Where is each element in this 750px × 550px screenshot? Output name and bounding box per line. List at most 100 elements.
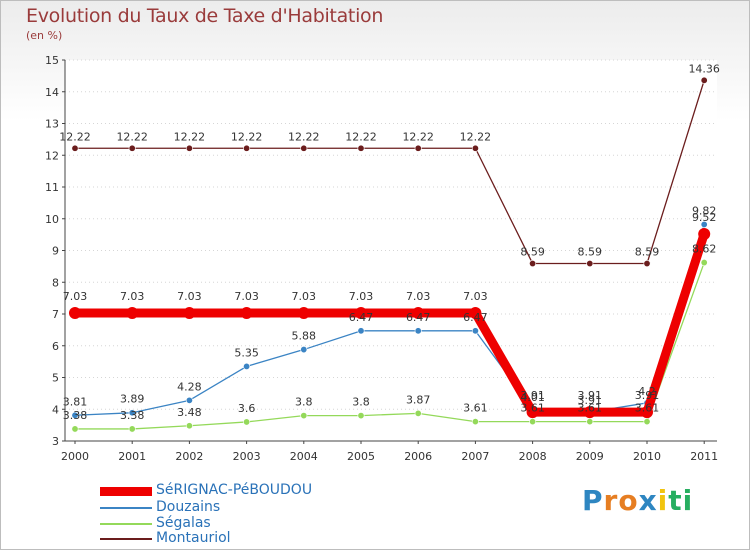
data-label: 12.22 xyxy=(460,130,492,143)
data-label: 6.47 xyxy=(463,311,488,324)
logo-letter: x xyxy=(638,484,658,517)
data-label: 8.59 xyxy=(520,246,545,259)
chart-subtitle: (en %) xyxy=(26,29,63,42)
data-point xyxy=(526,406,539,419)
data-label: 7.03 xyxy=(120,290,145,303)
logo-letter: r xyxy=(603,484,619,517)
x-tick-label: 2003 xyxy=(233,450,261,463)
data-point xyxy=(185,396,193,404)
data-label: 12.22 xyxy=(345,130,377,143)
x-tick-label: 2004 xyxy=(290,450,318,463)
data-label: 3.61 xyxy=(520,402,545,415)
data-point xyxy=(412,307,425,320)
data-point xyxy=(471,144,479,152)
data-point xyxy=(300,412,308,420)
data-point xyxy=(700,220,708,228)
x-tick-label: 2009 xyxy=(576,450,604,463)
data-point xyxy=(357,144,365,152)
data-label: 12.22 xyxy=(59,130,91,143)
plot-area xyxy=(65,60,717,441)
data-point xyxy=(471,418,479,426)
data-label: 12.22 xyxy=(231,130,263,143)
logo-letter: t xyxy=(668,484,683,517)
data-point xyxy=(643,260,651,268)
data-point xyxy=(357,412,365,420)
data-label: 4.2 xyxy=(638,385,656,398)
y-tick-label: 11 xyxy=(45,181,59,194)
data-point xyxy=(700,76,708,84)
logo-letter: i xyxy=(682,484,694,517)
data-point xyxy=(183,307,196,320)
data-point xyxy=(128,409,136,417)
data-label: 14.36 xyxy=(688,62,720,75)
data-label: 9.52 xyxy=(692,211,717,224)
data-label: 12.22 xyxy=(174,130,206,143)
data-label: 3.91 xyxy=(578,394,603,407)
data-label: 3.38 xyxy=(63,409,88,422)
legend-swatch-segalas xyxy=(100,523,152,525)
chart-title: Evolution du Taux de Taxe d'Habitation xyxy=(26,5,384,27)
series-line xyxy=(74,261,705,430)
data-point xyxy=(128,425,136,433)
data-point xyxy=(128,144,136,152)
data-point xyxy=(700,259,708,267)
data-point xyxy=(71,411,79,419)
data-point xyxy=(471,327,479,335)
data-label: 3.61 xyxy=(635,402,660,415)
x-tick-label: 2010 xyxy=(633,450,661,463)
data-label: 8.62 xyxy=(692,243,717,256)
series-line xyxy=(70,229,709,417)
data-label: 3.8 xyxy=(295,396,313,409)
x-tick-label: 2000 xyxy=(61,450,89,463)
y-tick-label: 4 xyxy=(52,403,59,416)
data-label: 4.01 xyxy=(520,391,545,404)
data-label: 3.61 xyxy=(463,402,488,415)
data-point xyxy=(641,406,653,419)
data-label: 3.48 xyxy=(177,406,202,419)
y-tick-label: 15 xyxy=(45,54,59,67)
data-point xyxy=(414,144,422,152)
proxiti-logo: Proxiti xyxy=(582,484,693,517)
x-tick-label: 2005 xyxy=(347,450,375,463)
data-point xyxy=(529,418,537,426)
x-tick-label: 2008 xyxy=(519,450,547,463)
y-tick-label: 5 xyxy=(52,372,59,385)
data-point xyxy=(357,327,365,335)
data-label: 3.61 xyxy=(578,402,603,415)
data-point xyxy=(300,144,308,152)
data-label: 3.6 xyxy=(238,402,256,415)
data-point xyxy=(414,327,422,335)
logo-letter: o xyxy=(618,484,639,517)
data-point xyxy=(300,346,308,354)
data-label: 3.81 xyxy=(63,395,88,408)
data-point xyxy=(355,307,367,320)
data-label: 3.91 xyxy=(578,389,603,402)
data-label: 8.59 xyxy=(578,246,603,259)
y-tick-label: 13 xyxy=(45,118,59,131)
legend-swatch-montauriol xyxy=(100,538,152,540)
data-label: 7.03 xyxy=(349,290,374,303)
legend-label-serignac: SéRIGNAC-PéBOUDOU xyxy=(156,482,313,498)
data-point xyxy=(126,307,139,320)
data-label: 12.22 xyxy=(288,130,320,143)
legend-label-montauriol: Montauriol xyxy=(156,530,231,546)
logo-letter: i xyxy=(657,484,669,517)
data-label: 3.89 xyxy=(120,393,145,406)
data-label: 5.88 xyxy=(292,330,317,343)
x-tick-label: 2006 xyxy=(404,450,432,463)
data-label: 3.38 xyxy=(120,409,145,422)
data-point xyxy=(185,144,193,152)
data-label: 7.03 xyxy=(234,290,259,303)
data-label: 3.87 xyxy=(406,393,431,406)
data-label: 7.03 xyxy=(406,290,431,303)
data-point xyxy=(243,144,251,152)
data-point xyxy=(586,418,594,426)
data-label: 12.22 xyxy=(116,130,148,143)
data-label: 3.91 xyxy=(520,389,545,402)
legend-swatch-serignac xyxy=(100,487,152,496)
data-point xyxy=(583,406,596,419)
data-label: 3.8 xyxy=(352,396,370,409)
data-label: 7.03 xyxy=(177,290,202,303)
data-label: 7.03 xyxy=(63,290,88,303)
y-tick-label: 9 xyxy=(52,245,59,258)
